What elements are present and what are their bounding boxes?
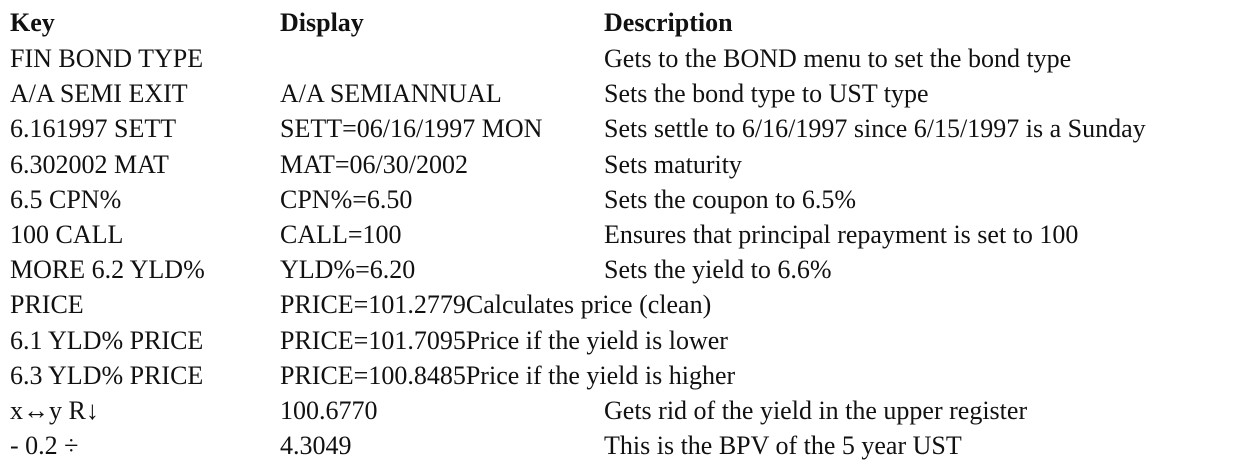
- header-display: Display: [280, 8, 364, 37]
- key-cell: - 0.2 ÷: [10, 431, 79, 461]
- display-cell: CALL=100: [280, 219, 402, 249]
- key-cell: MORE 6.2 YLD%: [10, 255, 205, 285]
- header-description: Description: [604, 8, 733, 37]
- description-cell: Gets to the BOND menu to set the bond ty…: [604, 44, 1072, 73]
- table-row: 100 CALL CALL=100 Ensures that principal…: [10, 217, 1230, 252]
- table-row: FIN BOND TYPE Gets to the BOND menu to s…: [10, 41, 1230, 76]
- display-cell: SETT=06/16/1997 MON: [280, 114, 543, 144]
- key-cell: 6.1 YLD% PRICE: [10, 325, 204, 355]
- description-cell: Sets the yield to 6.6%: [604, 255, 832, 285]
- display-cell: YLD%=6.20: [280, 255, 416, 285]
- key-cell: 6.302002 MAT: [10, 149, 169, 179]
- key-cell: 6.3 YLD% PRICE: [10, 360, 204, 390]
- table-row: A/A SEMI EXIT A/A SEMIANNUAL Sets the bo…: [10, 76, 1230, 111]
- display-cell: 100.6770: [280, 395, 378, 425]
- keystroke-table: Key Display Description FIN BOND TYPE Ge…: [10, 5, 1230, 463]
- description-cell: Sets settle to 6/16/1997 since 6/15/1997…: [604, 114, 1146, 144]
- description-cell: This is the BPV of the 5 year UST: [604, 431, 962, 461]
- key-cell: 6.5 CPN%: [10, 184, 122, 214]
- display-cell: PRICE=100.8485Price if the yield is high…: [280, 360, 736, 390]
- header-key: Key: [10, 8, 55, 37]
- description-cell: Ensures that principal repayment is set …: [604, 219, 1079, 249]
- key-cell: x↔y R↓: [10, 395, 99, 425]
- table-row: PRICE PRICE=101.2779Calculates price (cl…: [10, 287, 1230, 322]
- key-cell: 6.161997 SETT: [10, 114, 177, 144]
- description-cell: Sets maturity: [604, 149, 742, 179]
- table-row: 6.161997 SETT SETT=06/16/1997 MON Sets s…: [10, 111, 1230, 146]
- key-cell: 100 CALL: [10, 219, 124, 249]
- key-cell: FIN BOND TYPE: [10, 44, 204, 73]
- display-cell: CPN%=6.50: [280, 184, 413, 214]
- description-cell: Sets the bond type to UST type: [604, 79, 929, 109]
- display-cell: MAT=06/30/2002: [280, 149, 469, 179]
- display-cell: A/A SEMIANNUAL: [280, 79, 502, 109]
- table-row: x↔y R↓ 100.6770 Gets rid of the yield in…: [10, 393, 1230, 428]
- table-header: Key Display Description: [10, 5, 1230, 41]
- table-row: 6.302002 MAT MAT=06/30/2002 Sets maturit…: [10, 147, 1230, 182]
- table-row: 6.1 YLD% PRICE PRICE=101.7095Price if th…: [10, 323, 1230, 358]
- display-cell: 4.3049: [280, 431, 352, 461]
- table-row: - 0.2 ÷ 4.3049 This is the BPV of the 5 …: [10, 428, 1230, 463]
- table-row: MORE 6.2 YLD% YLD%=6.20 Sets the yield t…: [10, 252, 1230, 287]
- key-cell: A/A SEMI EXIT: [10, 79, 188, 109]
- description-cell: Sets the coupon to 6.5%: [604, 184, 857, 214]
- display-cell: PRICE=101.7095Price if the yield is lowe…: [280, 325, 728, 355]
- table-row: 6.3 YLD% PRICE PRICE=100.8485Price if th…: [10, 358, 1230, 393]
- key-cell: PRICE: [10, 290, 84, 320]
- table-row: 6.5 CPN% CPN%=6.50 Sets the coupon to 6.…: [10, 182, 1230, 217]
- display-cell: PRICE=101.2779Calculates price (clean): [280, 290, 712, 320]
- description-cell: Gets rid of the yield in the upper regis…: [604, 395, 1028, 425]
